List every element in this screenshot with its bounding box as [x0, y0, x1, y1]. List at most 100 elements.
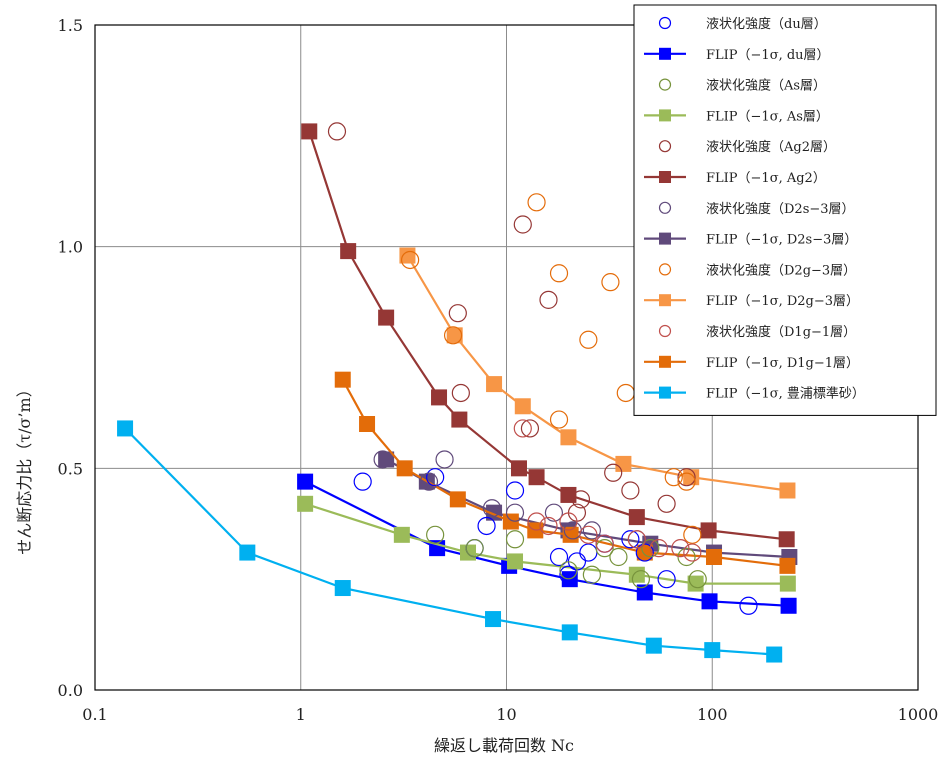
y-axis-ticks: 0.0 0.5 1.0 1.5	[58, 16, 83, 700]
legend-item: FLIP（−1σ, du層）	[644, 47, 830, 63]
circle-marker	[505, 530, 525, 549]
circle-marker	[631, 570, 650, 589]
square-marker	[449, 491, 466, 508]
series	[401, 193, 702, 544]
legend-square-marker	[659, 171, 671, 183]
legend-circle-marker	[658, 78, 672, 91]
square-marker	[779, 575, 796, 592]
square-marker	[396, 460, 413, 477]
legend-label: 液状化強度（D2s−3層）	[706, 201, 855, 217]
square-marker	[636, 584, 653, 601]
circle-marker	[604, 463, 623, 482]
circle-marker	[465, 539, 484, 558]
circle-marker	[539, 516, 558, 536]
legend-label: FLIP（−1σ, D1g−1層）	[706, 356, 859, 371]
circle-marker	[505, 503, 525, 522]
circle-marker	[595, 534, 614, 553]
legend-item: 液状化強度（D2s−3層）	[658, 201, 855, 217]
square-marker	[615, 455, 632, 472]
series-line	[124, 427, 775, 656]
y-tick-label: 1.0	[58, 238, 83, 257]
legend-label: 液状化強度（du層）	[706, 16, 827, 32]
square-marker	[239, 544, 256, 561]
square-marker	[778, 531, 795, 548]
square-marker	[706, 549, 723, 565]
x-tick-label: 0.1	[82, 705, 107, 724]
x-tick-label: 1000	[898, 705, 939, 724]
legend-item: 液状化強度（D1g−1層）	[658, 324, 856, 340]
legend-label: 液状化強度（As層）	[706, 78, 826, 94]
series	[117, 420, 783, 663]
square-marker	[297, 495, 314, 512]
series	[301, 123, 795, 548]
x-axis-ticks: 0.1 1 10 100 1000	[82, 705, 938, 724]
legend-square-marker	[659, 109, 671, 122]
square-marker	[683, 469, 700, 486]
circle-marker	[657, 570, 676, 589]
square-marker	[451, 411, 468, 428]
circle-marker	[579, 525, 598, 544]
square-marker	[779, 482, 796, 499]
y-tick-label: 0.0	[58, 681, 83, 700]
circle-marker	[549, 410, 569, 429]
circle-marker	[559, 512, 578, 531]
circle-marker	[601, 273, 620, 292]
circle-marker	[621, 530, 640, 549]
legend-box	[633, 4, 937, 416]
circle-marker	[582, 521, 601, 540]
circle-marker	[579, 330, 598, 349]
circle-marker	[549, 547, 569, 567]
square-marker	[560, 429, 577, 446]
circle-marker	[641, 539, 660, 558]
circle-marker	[627, 530, 646, 549]
circle-marker	[527, 193, 546, 212]
circle-marker	[657, 494, 676, 513]
circle-marker	[688, 570, 707, 589]
y-tick-label: 0.5	[58, 459, 83, 478]
square-marker	[431, 389, 448, 406]
circle-marker	[401, 250, 420, 270]
square-marker	[628, 566, 645, 583]
square-marker	[514, 398, 531, 415]
square-marker	[297, 473, 314, 490]
circle-marker	[571, 490, 591, 509]
legend-square-marker	[659, 294, 671, 307]
legend-square-marker	[659, 355, 671, 368]
legend-circle-marker	[658, 140, 672, 153]
legend-item: FLIP（−1σ, D2s−3層）	[644, 232, 857, 248]
circle-marker	[426, 525, 445, 544]
square-marker	[701, 593, 718, 610]
legend-label: FLIP（−1σ, As層）	[706, 109, 829, 124]
circle-marker	[549, 264, 569, 283]
circle-marker	[419, 472, 439, 491]
square-marker	[528, 469, 545, 486]
legend-label: FLIP（−1σ, du層）	[706, 48, 830, 63]
y-tick-label: 1.5	[58, 16, 83, 35]
square-marker	[507, 553, 524, 570]
square-marker	[334, 580, 351, 597]
legend-item: FLIP（−1σ, 豊浦標準砂）	[644, 386, 865, 402]
legend-item: 液状化強度（D2g−3層）	[658, 262, 856, 278]
circle-marker	[520, 419, 540, 438]
legend-label: FLIP（−1σ, 豊浦標準砂）	[706, 386, 865, 402]
circle-marker	[671, 539, 690, 558]
circle-marker	[635, 543, 654, 562]
square-marker	[700, 522, 717, 539]
square-marker	[628, 509, 645, 526]
circle-marker	[477, 516, 496, 536]
legend-label: 液状化強度（Ag2層）	[706, 139, 836, 155]
circle-marker	[595, 539, 614, 558]
square-marker	[378, 309, 395, 326]
square-marker	[510, 460, 527, 477]
square-marker	[561, 624, 578, 641]
square-marker	[645, 637, 662, 654]
legend-label: FLIP（−1σ, D2g−3層）	[706, 294, 859, 309]
square-marker	[446, 327, 463, 344]
x-tick-label: 1	[296, 705, 306, 724]
legend-circle-marker	[658, 201, 672, 214]
circle-marker	[435, 450, 454, 469]
legend-label: 液状化強度（D2g−3層）	[706, 262, 856, 278]
circle-marker	[426, 468, 445, 487]
circle-marker	[559, 561, 578, 580]
circle-marker	[373, 450, 392, 469]
